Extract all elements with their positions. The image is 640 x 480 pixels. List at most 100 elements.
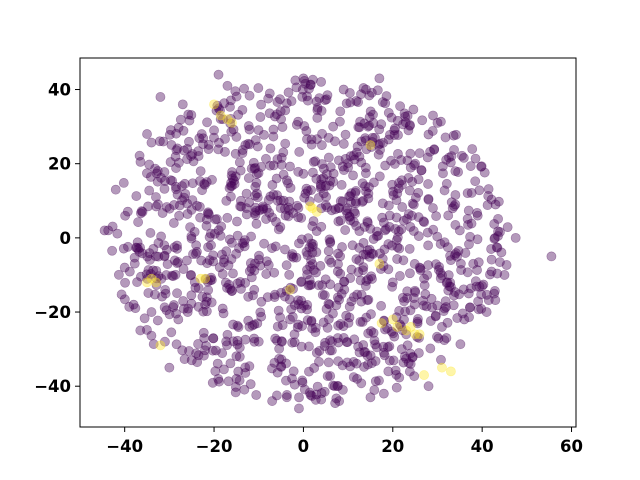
data-point xyxy=(419,273,429,284)
data-point xyxy=(129,258,140,269)
data-point xyxy=(325,279,336,290)
data-point xyxy=(408,293,419,303)
data-point xyxy=(403,357,414,368)
data-point xyxy=(379,350,390,361)
data-point xyxy=(441,178,452,189)
data-point xyxy=(182,198,193,209)
data-point xyxy=(206,297,217,308)
data-point xyxy=(218,257,229,268)
data-point xyxy=(250,181,261,192)
data-point xyxy=(392,242,403,253)
data-point xyxy=(362,350,373,361)
points-layer xyxy=(99,69,557,414)
data-point xyxy=(332,292,343,303)
data-point xyxy=(158,136,169,147)
data-point xyxy=(134,150,145,161)
data-point xyxy=(159,183,170,194)
data-point xyxy=(319,290,330,301)
data-point xyxy=(159,240,170,251)
data-point xyxy=(342,203,353,214)
data-point xyxy=(213,69,224,80)
data-point xyxy=(255,112,266,122)
data-point xyxy=(333,356,344,367)
data-point xyxy=(344,88,355,98)
data-point xyxy=(308,167,318,178)
data-point xyxy=(157,291,167,302)
data-point xyxy=(378,341,389,352)
data-point xyxy=(305,390,316,400)
data-point xyxy=(230,171,241,182)
data-point xyxy=(462,267,473,278)
data-point xyxy=(252,192,263,203)
data-point xyxy=(241,209,252,220)
data-point xyxy=(297,375,308,386)
data-point xyxy=(414,262,425,273)
data-point xyxy=(358,340,369,350)
data-point xyxy=(324,299,335,310)
data-point xyxy=(450,250,460,260)
data-point xyxy=(130,303,141,314)
data-point xyxy=(191,246,202,257)
data-point xyxy=(316,174,327,185)
data-point xyxy=(433,264,444,275)
data-point xyxy=(357,178,368,189)
data-point xyxy=(172,240,182,251)
data-point xyxy=(316,76,327,87)
data-point xyxy=(199,179,210,190)
data-point xyxy=(378,388,389,399)
data-point xyxy=(184,115,195,126)
data-point xyxy=(301,126,312,136)
data-point xyxy=(333,282,344,293)
data-point xyxy=(256,296,267,307)
data-point xyxy=(438,168,448,179)
data-point xyxy=(201,292,212,303)
data-point xyxy=(248,157,259,168)
data-point xyxy=(384,221,395,232)
data-point xyxy=(437,161,448,172)
data-point xyxy=(344,211,355,222)
data-point xyxy=(210,366,221,377)
data-point xyxy=(392,188,403,199)
data-point xyxy=(438,306,449,317)
data-point xyxy=(283,211,294,222)
y-tick-label: 40 xyxy=(48,81,71,100)
data-point xyxy=(370,376,381,387)
data-point xyxy=(203,208,213,219)
data-point xyxy=(348,217,359,227)
data-point xyxy=(481,289,492,300)
data-point xyxy=(381,91,392,101)
data-point xyxy=(315,183,326,194)
data-point xyxy=(472,265,482,275)
data-point xyxy=(155,92,166,102)
data-point xyxy=(203,209,214,220)
data-point xyxy=(416,165,427,176)
data-point xyxy=(136,206,147,217)
data-point xyxy=(159,336,170,347)
data-point xyxy=(144,248,155,259)
data-point xyxy=(441,302,451,312)
data-point xyxy=(318,317,329,328)
data-point xyxy=(348,170,358,181)
data-point xyxy=(405,305,416,316)
data-point xyxy=(440,132,451,143)
data-point xyxy=(330,136,340,147)
data-point xyxy=(131,191,142,201)
data-point xyxy=(205,275,216,286)
data-point xyxy=(396,321,406,332)
data-point xyxy=(261,269,272,279)
data-point xyxy=(307,241,318,252)
data-point xyxy=(340,129,351,140)
data-point xyxy=(435,116,446,127)
data-point xyxy=(271,390,282,401)
data-point xyxy=(293,319,304,330)
data-point xyxy=(390,365,401,376)
data-point xyxy=(310,394,321,405)
data-point xyxy=(178,296,189,306)
data-point xyxy=(215,105,225,115)
data-point xyxy=(339,276,349,287)
data-point xyxy=(377,97,388,108)
data-point xyxy=(302,269,313,280)
data-point xyxy=(407,198,418,209)
data-point xyxy=(490,199,501,210)
data-point xyxy=(151,201,162,212)
